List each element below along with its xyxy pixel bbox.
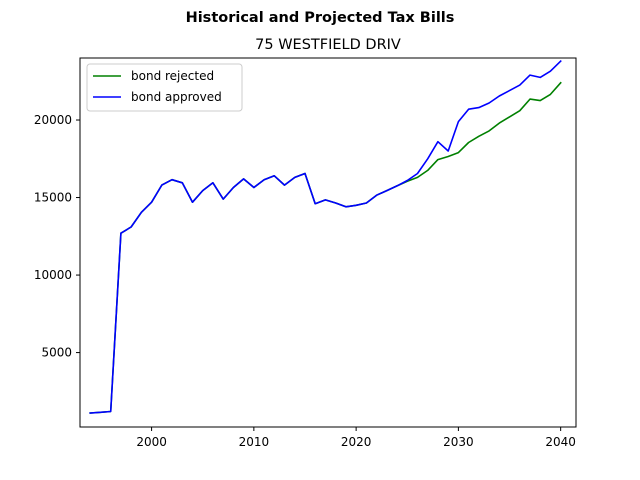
axes-frame — [79, 57, 577, 428]
y-tick-label: 5000 — [41, 346, 72, 360]
x-tick-label: 2010 — [239, 435, 270, 449]
series-layer — [89, 59, 562, 414]
legend-label: bond approved — [131, 90, 222, 104]
x-tick-label: 2030 — [443, 435, 474, 449]
series-line-bond-approved — [89, 59, 562, 414]
x-tick-label: 2040 — [545, 435, 576, 449]
legend: bond rejected bond approved — [86, 63, 243, 112]
plot-area: 2000 2010 2020 2030 2040 5000 10000 15000 20000 — [34, 57, 577, 449]
y-axis: 5000 10000 15000 20000 — [34, 113, 80, 360]
chart-title: Historical and Projected Tax Bills — [186, 10, 455, 26]
x-tick-label: 2020 — [341, 435, 372, 449]
legend-box — [86, 63, 243, 112]
y-tick-label: 15000 — [34, 191, 72, 205]
x-tick-label: 2000 — [136, 435, 167, 449]
legend-label: bond rejected — [131, 69, 214, 83]
y-tick-label: 20000 — [34, 113, 72, 127]
x-axis: 2000 2010 2020 2030 2040 — [136, 427, 576, 449]
y-tick-label: 10000 — [34, 268, 72, 282]
chart-subtitle: 75 WESTFIELD DRIV — [255, 37, 401, 53]
